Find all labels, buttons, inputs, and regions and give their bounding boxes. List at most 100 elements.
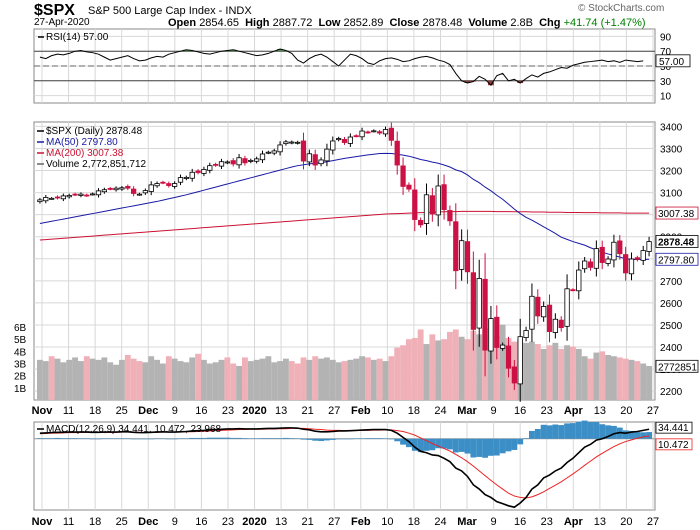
candle-body — [535, 296, 541, 317]
macd-x-tick-label: 10 — [381, 516, 393, 528]
macd-histogram-bar — [101, 438, 108, 439]
candle-body — [289, 141, 295, 144]
volume-bar — [611, 356, 617, 400]
x-tick-label: 20 — [620, 405, 632, 417]
macd-x-tick-label: Mar — [457, 516, 477, 528]
candle-body — [60, 195, 66, 200]
macd-histogram-bar — [42, 438, 49, 439]
candle-body — [617, 240, 623, 255]
x-tick-label: 2020 — [242, 405, 266, 417]
volume-bar — [95, 359, 102, 400]
macd-histogram-bar — [119, 438, 125, 439]
volume-bar — [195, 353, 201, 400]
candle-body — [148, 184, 154, 192]
volume-bar — [593, 352, 600, 400]
macd-histogram-bar — [611, 425, 617, 439]
candle-body — [142, 190, 148, 194]
volume-bar — [493, 335, 500, 400]
macd-histogram-bar — [529, 430, 535, 439]
x-tick-label: 24 — [434, 405, 446, 417]
macd-histogram-bar — [587, 422, 594, 439]
candle-body — [54, 196, 61, 199]
rsi-line — [39, 48, 644, 87]
candle-body — [476, 278, 482, 329]
macd-histogram-bar — [247, 438, 254, 439]
macd-histogram-bar — [218, 437, 225, 439]
volume-bar — [242, 357, 248, 400]
macd-x-tick-label: 21 — [302, 516, 314, 528]
macd-histogram-bar — [470, 438, 477, 458]
close-label: Close — [389, 17, 420, 29]
macd-histogram-bar — [177, 438, 184, 439]
macd-histogram-bar — [622, 430, 629, 439]
candle-body — [312, 154, 318, 166]
macd-histogram-bar — [423, 438, 430, 451]
macd-histogram-bar — [171, 438, 178, 440]
macd-histogram-bar — [124, 438, 131, 439]
x-tick-label: 16 — [514, 405, 526, 417]
macd-histogram-bar — [347, 438, 354, 440]
volume-bar — [394, 347, 401, 400]
macd-histogram-bar — [48, 438, 55, 439]
stockcharts-credit: © StockCharts.com — [578, 3, 665, 14]
volume-bar — [540, 348, 547, 400]
volume-bar — [283, 358, 289, 400]
change-label: Chg — [539, 17, 561, 29]
volume-tick-label: 3B — [14, 360, 27, 371]
rsi-last-value-label: 57.00 — [659, 57, 684, 68]
x-tick-label: 21 — [302, 405, 314, 417]
candle-body — [207, 165, 213, 171]
macd-histogram-bar — [640, 432, 647, 439]
candle-body — [576, 269, 582, 292]
volume-bar — [113, 364, 119, 400]
candle-body — [511, 366, 517, 384]
candle-body — [119, 187, 125, 190]
macd-x-tick-label: 23 — [222, 516, 234, 528]
candle-body — [78, 193, 84, 196]
macd-x-tick-label: Dec — [138, 516, 158, 528]
macd-histogram-bar — [312, 438, 319, 441]
volume-legend: Volume 2,772,851,712 — [46, 159, 147, 170]
candle-body — [500, 344, 506, 349]
candle-body — [464, 241, 471, 273]
candle-body — [37, 199, 43, 203]
volume-bar — [160, 363, 166, 400]
volume-bar — [218, 359, 225, 400]
candle-body — [271, 150, 277, 154]
macd-histogram-bar — [60, 438, 67, 439]
volume-bar — [329, 359, 336, 400]
volume-tick-label: 5B — [14, 335, 27, 346]
candle-body — [453, 221, 459, 272]
candle-body — [371, 130, 377, 133]
macd-histogram-bar — [54, 437, 61, 439]
macd-histogram-bar — [212, 437, 219, 439]
macd-histogram-bar — [230, 437, 237, 439]
candle-body — [49, 197, 55, 200]
x-tick-label: 13 — [275, 405, 287, 417]
volume-bar — [107, 362, 114, 400]
volume-tick-label: 6B — [14, 323, 27, 334]
volume-bar — [605, 355, 611, 400]
volume-bar — [546, 345, 553, 400]
candle-body — [494, 316, 500, 348]
volume-bar — [622, 358, 629, 400]
rsi-tick-label: 90 — [660, 32, 672, 43]
x-tick-label: 11 — [63, 405, 74, 417]
x-tick-label: 13 — [594, 405, 606, 417]
macd-histogram-bar — [195, 437, 201, 439]
volume-bar — [376, 358, 383, 400]
low-label: Low — [318, 17, 341, 29]
volume-label: Volume — [468, 17, 508, 29]
macd-histogram-bar — [294, 438, 301, 439]
macd-histogram-bar — [476, 438, 483, 457]
macd-value-label: 34.441 — [658, 423, 689, 434]
macd-x-tick-label: 9 — [172, 516, 178, 528]
macd-histogram-bar — [435, 438, 442, 449]
candle-body — [382, 129, 389, 135]
candle-body — [330, 140, 336, 151]
macd-histogram-bar — [300, 438, 307, 440]
candle-body — [582, 260, 588, 270]
candle-body — [353, 135, 359, 138]
volume-bar — [534, 344, 541, 400]
candle-body — [394, 140, 400, 166]
